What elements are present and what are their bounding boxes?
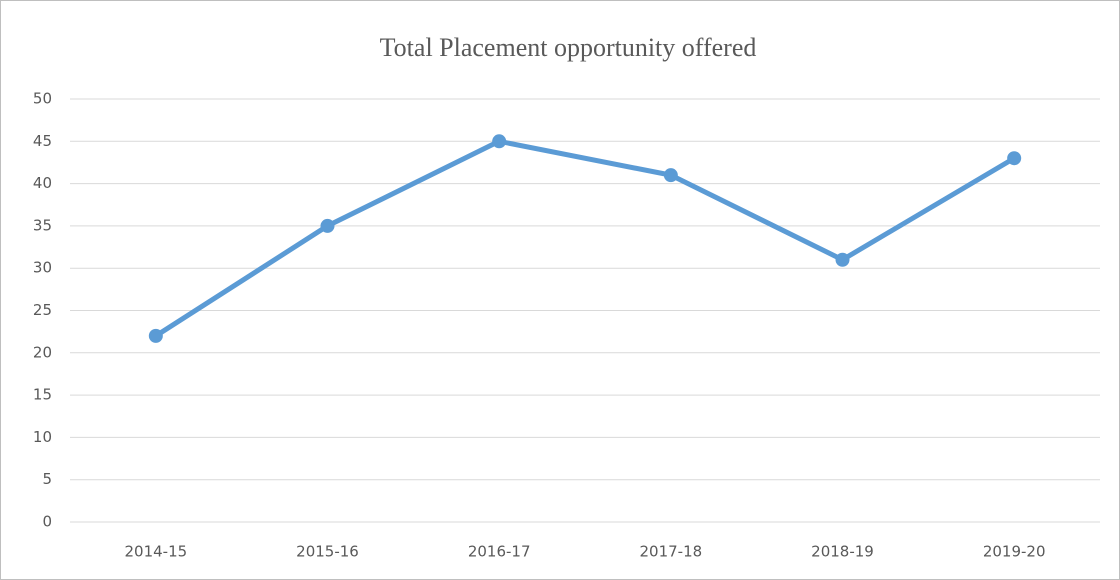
point <box>663 168 678 183</box>
y-tick-label: 0 <box>42 513 52 531</box>
point <box>492 134 507 149</box>
x-tick-label: 2017-18 <box>639 543 702 561</box>
x-tick-label: 2014-15 <box>124 543 187 561</box>
y-tick-label: 50 <box>33 90 52 108</box>
point <box>835 252 850 267</box>
y-tick-label: 45 <box>33 132 52 150</box>
y-tick-label: 40 <box>33 174 52 192</box>
y-tick-label: 35 <box>33 216 52 234</box>
y-tick-label: 5 <box>42 470 52 488</box>
y-tick-label: 10 <box>33 428 52 446</box>
y-tick-label: 15 <box>33 386 52 404</box>
x-tick-label: 2018-19 <box>811 543 874 561</box>
chart-title: Total Placement opportunity offered <box>380 33 757 62</box>
y-tick-label: 30 <box>33 259 52 277</box>
point <box>148 328 163 343</box>
point <box>1007 151 1022 166</box>
x-tick-label: 2016-17 <box>468 543 531 561</box>
y-tick-label: 20 <box>33 343 52 361</box>
y-tick-label: 25 <box>33 301 52 319</box>
x-tick-label: 2019-20 <box>983 543 1046 561</box>
x-tick-label: 2015-16 <box>296 543 359 561</box>
line <box>154 138 1016 338</box>
point <box>320 218 335 233</box>
